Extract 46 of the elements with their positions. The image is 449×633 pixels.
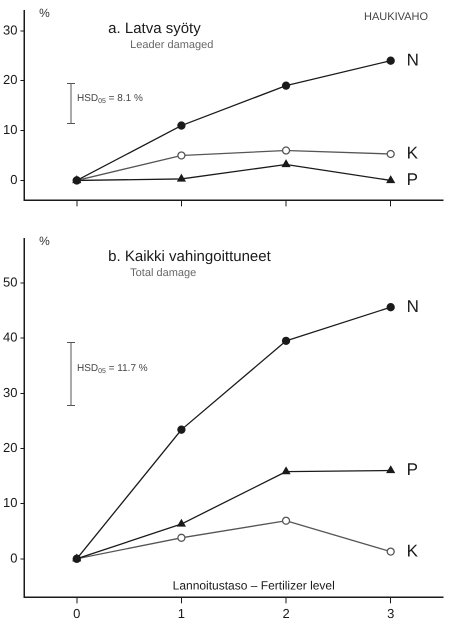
- series-label: K: [406, 144, 419, 163]
- point: [177, 174, 186, 182]
- text: a. Latva syöty: [108, 20, 202, 37]
- point: [282, 81, 290, 90]
- y-tick-label: 20: [2, 72, 18, 88]
- point: [177, 519, 186, 527]
- text: b. Kaikki vahingoittuneet: [108, 248, 272, 265]
- point: [177, 121, 186, 130]
- point: [282, 146, 290, 155]
- text: Leader damaged: [130, 38, 214, 51]
- x-axis-title: Lannoitustaso – Fertilizer level: [172, 578, 335, 592]
- series-label: P: [406, 170, 418, 190]
- point: [282, 466, 290, 474]
- point: [386, 547, 395, 556]
- point: [282, 160, 290, 168]
- annotation: HAUKIVAHO: [364, 11, 428, 24]
- x-tick-label: 3: [387, 606, 394, 621]
- point: [386, 176, 395, 184]
- series-label: N: [406, 50, 419, 70]
- y-tick-label: 20: [2, 440, 18, 456]
- x-tick-label: 2: [282, 606, 290, 621]
- y-tick-label: 10: [2, 122, 18, 138]
- point: [386, 466, 395, 474]
- series-label: N: [406, 296, 419, 316]
- x-tick-label: 1: [178, 606, 186, 621]
- point: [282, 336, 290, 346]
- point: [386, 56, 395, 65]
- y-tick-label: 0: [10, 172, 18, 188]
- point: [177, 534, 186, 542]
- series-label: P: [406, 460, 418, 480]
- point: [177, 426, 186, 434]
- y-tick-label: 10: [2, 495, 18, 510]
- series-label: K: [406, 541, 419, 560]
- y-axis-title: %: [39, 6, 50, 20]
- y-tick-label: 50: [2, 274, 18, 290]
- y-tick-label: 0: [10, 550, 18, 566]
- text: Total damage: [130, 266, 196, 279]
- y-tick-label: 30: [2, 384, 18, 400]
- point: [177, 151, 186, 160]
- y-axis-title: %: [39, 234, 50, 248]
- x-tick-label: 0: [73, 606, 80, 621]
- point: [386, 150, 395, 158]
- y-tick-label: 30: [2, 22, 18, 38]
- point: [386, 303, 395, 312]
- y-tick-label: 40: [2, 330, 18, 345]
- point: [282, 516, 290, 525]
